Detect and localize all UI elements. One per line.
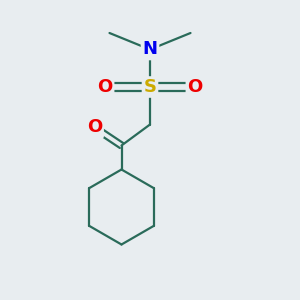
Text: O: O (87, 118, 102, 136)
Text: O: O (98, 78, 112, 96)
Text: N: N (142, 40, 158, 58)
Text: O: O (188, 78, 202, 96)
Text: S: S (143, 78, 157, 96)
